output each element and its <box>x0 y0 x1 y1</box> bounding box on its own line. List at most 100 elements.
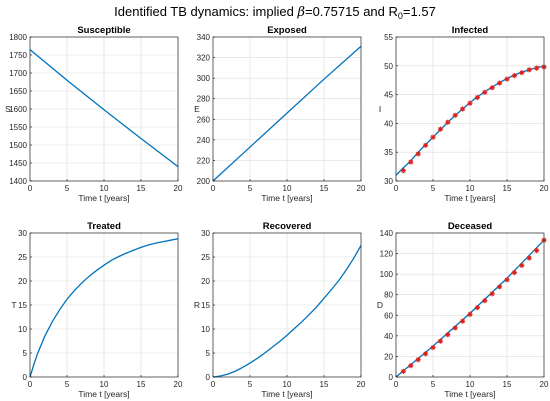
data-marker <box>423 142 429 148</box>
x-axis-label: Time t [years] <box>444 193 495 203</box>
panel-title: Treated <box>87 221 121 232</box>
y-tick-label: 200 <box>197 177 211 186</box>
figure-title: Identified TB dynamics: implied β=0.7571… <box>114 4 436 21</box>
x-tick-label: 0 <box>394 184 399 193</box>
x-tick-label: 0 <box>394 380 399 389</box>
y-tick-label: 0 <box>23 373 28 382</box>
x-tick-label: 20 <box>357 184 366 193</box>
x-tick-label: 15 <box>137 184 146 193</box>
x-axis-label: Time t [years] <box>78 193 129 203</box>
y-tick-label: 50 <box>384 62 393 71</box>
data-marker <box>504 277 510 283</box>
y-axis-label: T <box>11 300 16 310</box>
y-tick-label: 1800 <box>9 33 27 42</box>
y-tick-label: 1600 <box>9 105 27 114</box>
data-marker <box>467 100 473 106</box>
data-marker <box>504 76 510 82</box>
x-axis-label: Time t [years] <box>261 193 312 203</box>
data-marker <box>519 70 525 76</box>
x-tick-label: 0 <box>28 380 33 389</box>
y-tick-label: 15 <box>18 301 27 310</box>
y-tick-label: 300 <box>197 74 211 83</box>
panel-title: Recovered <box>263 221 312 232</box>
data-marker <box>452 325 458 331</box>
y-tick-label: 140 <box>380 229 394 238</box>
x-tick-label: 20 <box>174 380 183 389</box>
x-tick-label: 15 <box>320 184 329 193</box>
y-tick-label: 1750 <box>9 51 27 60</box>
y-tick-label: 1700 <box>9 69 27 78</box>
data-marker <box>437 126 443 132</box>
y-tick-label: 25 <box>201 253 210 262</box>
y-tick-label: 40 <box>384 119 393 128</box>
y-tick-label: 1650 <box>9 87 27 96</box>
data-marker <box>460 106 466 112</box>
x-tick-label: 15 <box>503 184 512 193</box>
y-tick-label: 120 <box>380 250 394 259</box>
x-tick-label: 10 <box>100 380 109 389</box>
y-tick-label: 260 <box>197 115 211 124</box>
panel-title: Susceptible <box>77 25 130 36</box>
y-tick-label: 320 <box>197 54 211 63</box>
y-tick-label: 0 <box>389 373 394 382</box>
x-tick-label: 5 <box>431 380 436 389</box>
y-tick-label: 100 <box>380 270 394 279</box>
panel-deceased: 0 5 10 15 20 0 20 40 60 80 100 120 140 Deceased Time t… <box>377 221 549 399</box>
x-tick-label: 10 <box>100 184 109 193</box>
y-tick-label: 20 <box>384 352 393 361</box>
y-tick-label: 30 <box>201 229 210 238</box>
panel-susceptible: 0 5 10 15 20 1400 1450 1500 1550 1600 1650 1700 1750… <box>5 25 183 203</box>
data-marker <box>437 338 443 344</box>
data-marker <box>482 89 488 95</box>
data-marker <box>452 112 458 118</box>
data-marker <box>460 318 466 324</box>
series-line-susceptible <box>29 49 179 168</box>
x-tick-label: 20 <box>540 380 549 389</box>
y-tick-label: 220 <box>197 156 211 165</box>
y-tick-label: 0 <box>206 373 211 382</box>
y-tick-label: 240 <box>197 136 211 145</box>
data-marker <box>489 291 495 297</box>
x-tick-label: 20 <box>357 380 366 389</box>
panel-title: Exposed <box>267 25 307 36</box>
y-axis-label: S <box>5 104 11 114</box>
data-marker <box>445 332 451 338</box>
series-line-treated <box>29 238 179 378</box>
y-axis-label: E <box>194 104 200 114</box>
x-tick-label: 0 <box>211 380 216 389</box>
panel-treated: 0 5 10 15 20 0 5 10 15 20 25 30 Treated Time t [years… <box>11 221 183 399</box>
series-line-recovered <box>212 245 362 378</box>
data-marker <box>497 284 503 290</box>
y-tick-label: 55 <box>384 33 393 42</box>
data-marker <box>423 351 429 357</box>
data-marker <box>400 368 406 374</box>
x-tick-label: 10 <box>283 184 292 193</box>
y-tick-label: 30 <box>384 177 393 186</box>
y-tick-label: 10 <box>18 325 27 334</box>
x-tick-label: 20 <box>174 184 183 193</box>
data-marker <box>408 159 414 165</box>
data-marker <box>526 67 532 73</box>
y-tick-label: 340 <box>197 33 211 42</box>
y-tick-label: 80 <box>384 291 393 300</box>
data-marker <box>474 304 480 311</box>
x-axis-label: Time t [years] <box>78 389 129 399</box>
panel-title: Deceased <box>448 221 493 232</box>
y-axis-label: I <box>379 104 381 114</box>
y-axis-label: D <box>377 300 383 310</box>
data-marker <box>445 119 451 125</box>
y-tick-label: 30 <box>18 229 27 238</box>
data-marker <box>526 255 532 261</box>
panel-title: Infected <box>452 25 489 36</box>
data-marker <box>408 363 414 369</box>
y-tick-label: 10 <box>201 325 210 334</box>
y-tick-label: 5 <box>206 349 211 358</box>
panel-recovered: 0 5 10 15 20 0 5 10 15 20 25 30 Recovered Time t [yea… <box>194 221 366 399</box>
x-tick-label: 20 <box>540 184 549 193</box>
series-line-exposed <box>212 45 362 182</box>
y-tick-label: 45 <box>384 91 393 100</box>
x-tick-label: 5 <box>431 184 436 193</box>
y-tick-label: 15 <box>201 301 210 310</box>
y-tick-label: 20 <box>18 277 27 286</box>
